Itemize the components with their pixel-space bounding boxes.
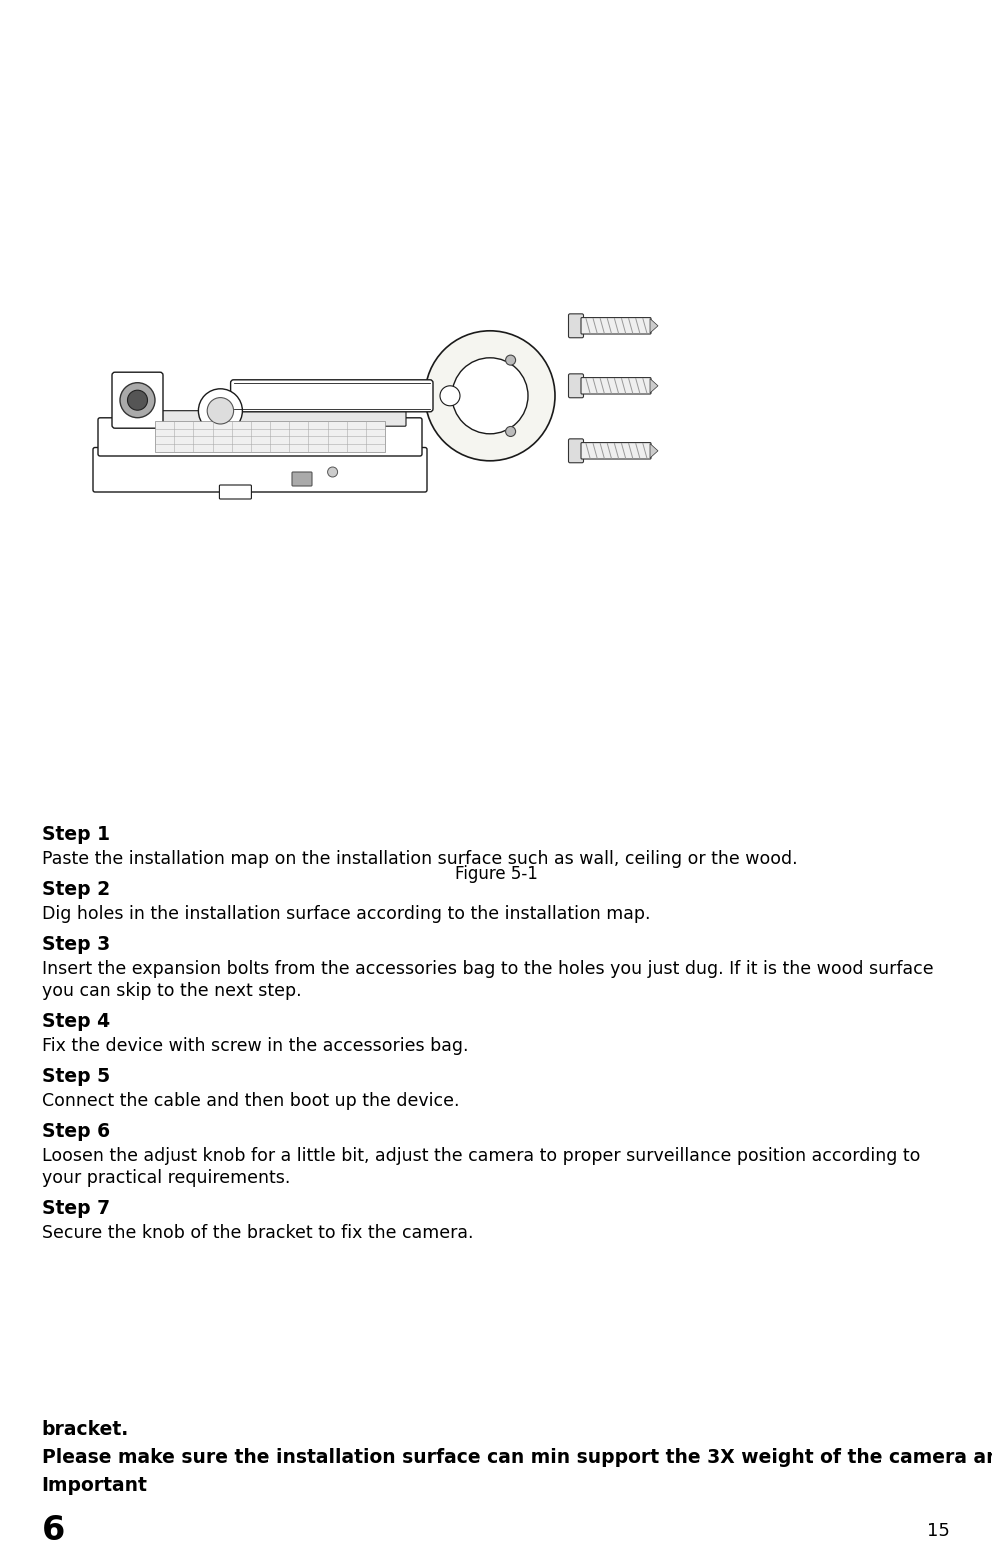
Text: Insert the expansion bolts from the accessories bag to the holes you just dug. I: Insert the expansion bolts from the acce…: [42, 959, 933, 978]
FancyBboxPatch shape: [568, 439, 583, 463]
Text: Loosen the adjust knob for a little bit, adjust the camera to proper surveillanc: Loosen the adjust knob for a little bit,…: [42, 1147, 920, 1164]
FancyBboxPatch shape: [112, 372, 163, 428]
Text: bracket.: bracket.: [42, 1420, 129, 1438]
Text: Step 6: Step 6: [42, 1122, 110, 1141]
Circle shape: [425, 330, 555, 460]
FancyBboxPatch shape: [292, 473, 312, 487]
Circle shape: [120, 383, 155, 417]
Text: 15: 15: [928, 1522, 950, 1541]
Circle shape: [443, 391, 453, 401]
FancyBboxPatch shape: [93, 448, 427, 491]
Text: Paste the installation map on the installation surface such as wall, ceiling or : Paste the installation map on the instal…: [42, 849, 798, 868]
Circle shape: [327, 467, 337, 477]
FancyBboxPatch shape: [230, 380, 433, 412]
Text: Step 2: Step 2: [42, 879, 110, 899]
Circle shape: [452, 358, 528, 434]
Text: Step 3: Step 3: [42, 935, 110, 953]
Bar: [155, 420, 385, 453]
Text: Step 1: Step 1: [42, 825, 110, 843]
FancyBboxPatch shape: [581, 318, 651, 333]
Circle shape: [128, 391, 148, 411]
FancyBboxPatch shape: [98, 418, 422, 456]
Text: Step 5: Step 5: [42, 1066, 110, 1085]
Text: Step 4: Step 4: [42, 1012, 110, 1031]
Polygon shape: [650, 443, 658, 457]
Polygon shape: [650, 319, 658, 333]
FancyBboxPatch shape: [219, 485, 251, 499]
Text: Dig holes in the installation surface according to the installation map.: Dig holes in the installation surface ac…: [42, 905, 650, 922]
Text: Secure the knob of the bracket to fix the camera.: Secure the knob of the bracket to fix th…: [42, 1223, 473, 1242]
FancyBboxPatch shape: [581, 378, 651, 394]
Polygon shape: [650, 378, 658, 394]
Text: Please make sure the installation surface can min support the 3X weight of the c: Please make sure the installation surfac…: [42, 1448, 992, 1466]
FancyBboxPatch shape: [568, 313, 583, 338]
Circle shape: [506, 355, 516, 366]
Circle shape: [207, 398, 233, 425]
Text: 6: 6: [42, 1514, 64, 1547]
FancyBboxPatch shape: [581, 443, 651, 459]
Text: your practical requirements.: your practical requirements.: [42, 1169, 290, 1187]
FancyBboxPatch shape: [114, 411, 406, 426]
Circle shape: [440, 386, 460, 406]
Text: Connect the cable and then boot up the device.: Connect the cable and then boot up the d…: [42, 1091, 459, 1110]
Text: Step 7: Step 7: [42, 1198, 110, 1218]
Circle shape: [506, 426, 516, 437]
Text: Fix the device with screw in the accessories bag.: Fix the device with screw in the accesso…: [42, 1037, 468, 1054]
Text: you can skip to the next step.: you can skip to the next step.: [42, 981, 302, 1000]
Text: Figure 5-1: Figure 5-1: [454, 865, 538, 883]
Text: Important: Important: [42, 1476, 148, 1494]
FancyBboxPatch shape: [568, 374, 583, 398]
Circle shape: [198, 389, 242, 432]
